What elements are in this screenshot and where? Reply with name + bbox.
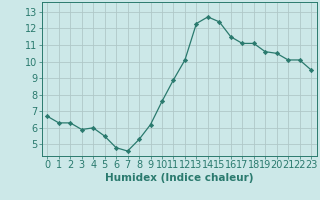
X-axis label: Humidex (Indice chaleur): Humidex (Indice chaleur) bbox=[105, 173, 253, 183]
